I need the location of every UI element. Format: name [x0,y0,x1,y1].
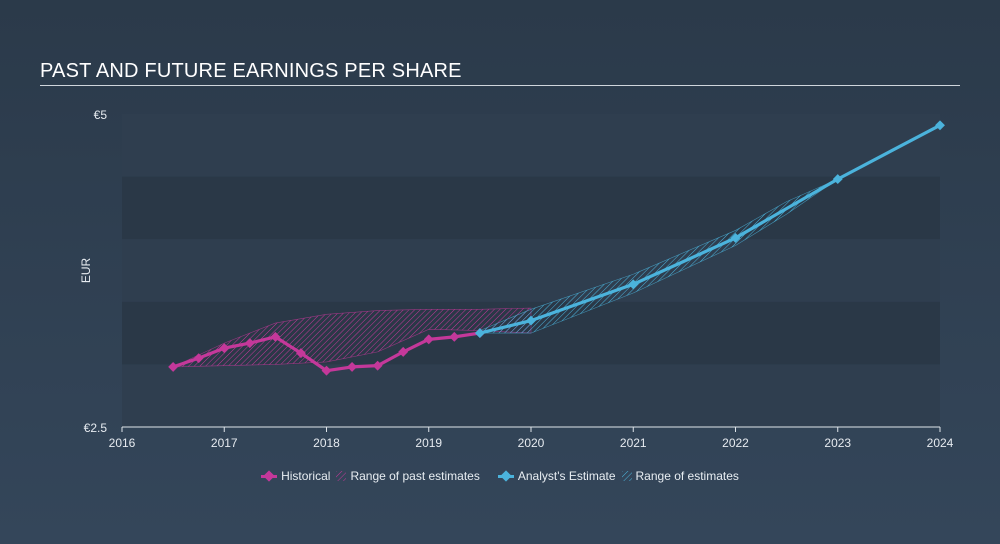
plot-band [122,114,940,177]
historical-point [270,331,281,342]
analyst-swatch-icon [497,474,514,478]
x-tick-label: 2016 [109,436,136,450]
x-tick-label: 2023 [824,436,851,450]
analyst-estimate-point [832,174,843,185]
historical-swatch-icon [261,474,278,478]
legend-past-range[interactable]: Range of past estimates [336,469,480,483]
analyst-estimate-point [730,232,741,243]
x-tick-label: 2019 [415,436,442,450]
y-tick-label: €2.5 [84,421,108,435]
historical-point [244,338,255,349]
historical-point [321,365,332,376]
historical-point [193,353,204,364]
title-divider [40,85,960,86]
historical-point [398,346,409,357]
chart-title: PAST AND FUTURE EARNINGS PER SHARE [40,60,462,82]
historical-point [295,348,306,359]
plot-band [122,239,940,302]
historical-point [449,331,460,342]
analyst-estimate-point [935,120,945,131]
x-tick-label: 2021 [620,436,647,450]
legend-future-range[interactable]: Range of estimates [621,469,739,483]
plot-band [122,364,940,427]
x-tick-label: 2024 [927,436,954,450]
legend-analyst-label: Analyst's Estimate [517,469,616,483]
analyst-estimate-line [478,123,942,335]
legend-historical-label: Historical [281,469,331,483]
legend-past-range-label: Range of past estimates [350,469,480,483]
chart-legend: Historical Range of past estimates Analy… [0,469,1000,483]
historical-point [168,361,179,372]
legend-future-range-label: Range of estimates [635,469,739,483]
y-tick-label: €5 [94,108,108,122]
plot-band [122,176,940,240]
historical-point [372,360,383,371]
x-tick-label: 2022 [722,436,749,450]
legend-analyst[interactable]: Analyst's Estimate [497,469,616,483]
analyst-estimate-point [474,328,485,339]
y-axis-label: EUR [79,258,93,284]
x-tick-label: 2020 [518,436,545,450]
past-range-hatch-icon [336,471,347,481]
legend-historical[interactable]: Historical [261,469,330,483]
analyst-estimate-point [628,279,639,290]
future-range-hatch-icon [621,471,632,481]
future-estimates-range [479,178,838,334]
historical-point [219,343,230,354]
historical-point [423,334,434,345]
historical-point [347,361,358,372]
analyst-estimate-point [526,315,536,326]
x-tick-label: 2018 [313,436,340,450]
x-tick-label: 2017 [211,436,238,450]
